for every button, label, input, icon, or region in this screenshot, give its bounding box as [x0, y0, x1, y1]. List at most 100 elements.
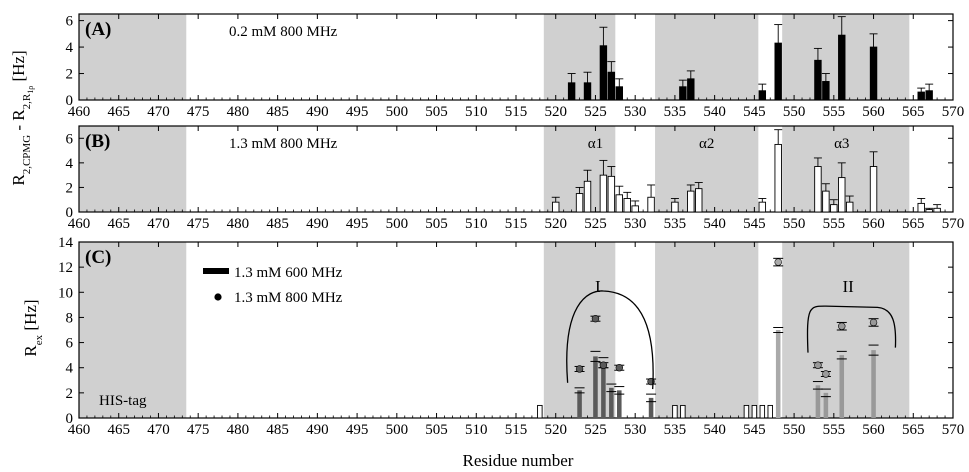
bar — [917, 91, 925, 101]
x-tick-label: 505 — [425, 104, 448, 120]
bar — [680, 404, 686, 419]
x-tick-label: 500 — [386, 216, 409, 232]
shaded-region — [655, 14, 759, 100]
y-tick-label: 8 — [66, 310, 74, 326]
bar — [917, 202, 925, 213]
bar — [838, 177, 846, 213]
x-tick-label: 510 — [465, 422, 488, 438]
cluster-label: I — [595, 277, 601, 296]
bar — [583, 82, 592, 101]
x-tick-label: 550 — [783, 104, 806, 120]
x-tick-label: 550 — [783, 216, 806, 232]
bar — [767, 404, 773, 419]
bar — [593, 356, 598, 418]
shaded-region — [782, 14, 910, 100]
x-tick-label: 460 — [68, 216, 91, 232]
x-tick-label: 545 — [743, 104, 766, 120]
bar — [671, 201, 679, 213]
shaded-region — [79, 242, 187, 418]
x-tick-label: 515 — [505, 104, 528, 120]
y-tick-label: 6 — [66, 14, 74, 30]
x-tick-label: 475 — [187, 422, 210, 438]
bar — [647, 196, 655, 213]
x-tick-label: 540 — [703, 216, 726, 232]
x-tick-label: 560 — [862, 422, 885, 438]
y-tick-label: 2 — [66, 180, 74, 196]
x-tick-label: 525 — [584, 422, 607, 438]
x-tick-label: 525 — [584, 104, 607, 120]
x-tick-label: 475 — [187, 216, 210, 232]
y-tick-label: 4 — [66, 361, 74, 377]
x-tick-label: 470 — [147, 422, 170, 438]
bar — [567, 82, 576, 101]
legend-label: 1.3 mM 600 MHz — [234, 265, 343, 281]
legend-bar-marker — [203, 268, 229, 274]
y-tick-label: 6 — [66, 131, 74, 147]
data-point — [869, 318, 878, 327]
bar — [607, 71, 616, 101]
y-tick-label: 0 — [66, 205, 74, 221]
x-tick-label: 560 — [862, 216, 885, 232]
y-axis-label-bottom: Rex [Hz] — [21, 299, 45, 356]
bar — [615, 194, 623, 213]
svg-text:Rex [Hz]: Rex [Hz] — [21, 299, 45, 356]
bar — [822, 190, 830, 213]
x-tick-label: 485 — [266, 216, 289, 232]
bar — [631, 205, 639, 213]
x-tick-label: 510 — [465, 104, 488, 120]
bar — [925, 209, 933, 213]
svg-text:R2,CPMG - R2,R1ρ [Hz]: R2,CPMG - R2,R1ρ [Hz] — [9, 50, 35, 185]
x-tick-label: 505 — [425, 422, 448, 438]
bar — [687, 78, 695, 101]
bar — [774, 143, 782, 213]
x-tick-label: 495 — [346, 422, 369, 438]
bar — [672, 404, 678, 419]
x-tick-label: 535 — [664, 422, 687, 438]
x-tick-label: 480 — [227, 216, 250, 232]
bar — [871, 350, 876, 418]
y-tick-label: 4 — [66, 156, 74, 172]
x-tick-label: 485 — [266, 422, 289, 438]
x-tick-label: 480 — [227, 422, 250, 438]
data-point — [774, 258, 782, 266]
x-tick-label: 540 — [703, 422, 726, 438]
x-tick-label: 565 — [902, 104, 925, 120]
bar — [846, 201, 854, 213]
data-point — [591, 314, 600, 323]
bar — [743, 404, 750, 419]
legend-label: 1.3 mM 800 MHz — [234, 290, 343, 306]
x-tick-label: 525 — [584, 216, 607, 232]
x-tick-label: 515 — [505, 216, 528, 232]
shaded-region — [655, 242, 759, 418]
data-point — [822, 370, 830, 378]
x-tick-label: 545 — [743, 422, 766, 438]
x-tick-label: 500 — [386, 104, 409, 120]
x-tick-label: 570 — [942, 216, 965, 232]
x-tick-label: 520 — [544, 216, 567, 232]
panels: 460 465 470 475 480 485 490 495 500 505 510 515 520 5… — [58, 13, 965, 438]
bar — [814, 59, 822, 101]
x-tick-label: 485 — [266, 104, 289, 120]
cluster-label: II — [842, 277, 854, 296]
x-tick-label: 565 — [902, 422, 925, 438]
x-tick-label: 520 — [544, 104, 567, 120]
bar — [814, 166, 822, 213]
bar — [537, 404, 543, 419]
x-tick-label: 545 — [743, 216, 766, 232]
bar — [751, 404, 758, 419]
shaded-region — [782, 126, 910, 212]
bar — [823, 392, 829, 418]
bar — [599, 45, 608, 101]
x-tick-label: 495 — [346, 216, 369, 232]
bar — [615, 86, 623, 101]
x-tick-label: 480 — [227, 104, 250, 120]
shaded-region — [655, 126, 759, 212]
x-tick-label: 490 — [306, 104, 329, 120]
data-point — [615, 364, 623, 372]
y-tick-label: 10 — [58, 285, 73, 301]
bar — [552, 201, 560, 213]
x-tick-label: 495 — [346, 104, 369, 120]
x-tick-label: 555 — [823, 104, 846, 120]
bar — [822, 81, 830, 101]
condition-label: 0.2 mM 800 MHz — [229, 24, 338, 40]
